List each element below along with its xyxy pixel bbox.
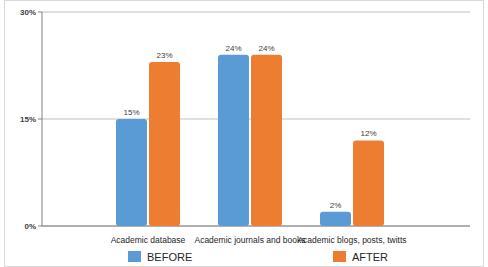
category-label: Academic database xyxy=(111,235,186,245)
bar xyxy=(116,119,147,226)
bar xyxy=(353,140,384,226)
tick-label: 15% xyxy=(20,115,36,124)
data-label: 23% xyxy=(156,51,172,60)
tick-mark xyxy=(38,119,42,120)
chart-frame xyxy=(5,1,484,267)
y-axis xyxy=(42,12,43,226)
tick-label: 0% xyxy=(24,222,36,231)
grid-line xyxy=(42,12,470,13)
data-label: 24% xyxy=(258,44,274,53)
legend-swatch xyxy=(333,251,346,262)
tick-mark xyxy=(38,12,42,13)
data-label: 15% xyxy=(123,108,139,117)
bar xyxy=(320,212,351,226)
tick-mark xyxy=(38,226,42,227)
tick-label: 30% xyxy=(20,8,36,17)
legend-label: AFTER xyxy=(352,251,388,263)
data-label: 2% xyxy=(330,201,342,210)
data-labels: 15% 23% 24% 24% 2% 12% xyxy=(123,44,376,210)
chart-svg: 0% 15% 30% 15% 23% 24% 24% 2% 12% Academic databa… xyxy=(0,0,488,267)
category-label: Academic journals and books xyxy=(194,235,305,245)
legend-label: BEFORE xyxy=(147,251,192,263)
bar xyxy=(218,55,249,226)
data-label: 24% xyxy=(225,44,241,53)
category-label: Academic blogs, posts, twitts xyxy=(297,235,406,245)
legend-swatch xyxy=(128,251,141,262)
legend: BEFORE AFTER xyxy=(128,251,388,263)
chart-container: 0% 15% 30% 15% 23% 24% 24% 2% 12% Academic databa… xyxy=(0,0,488,267)
bars xyxy=(116,55,384,226)
bar xyxy=(149,62,180,226)
bar xyxy=(251,55,282,226)
data-label: 12% xyxy=(360,129,376,138)
